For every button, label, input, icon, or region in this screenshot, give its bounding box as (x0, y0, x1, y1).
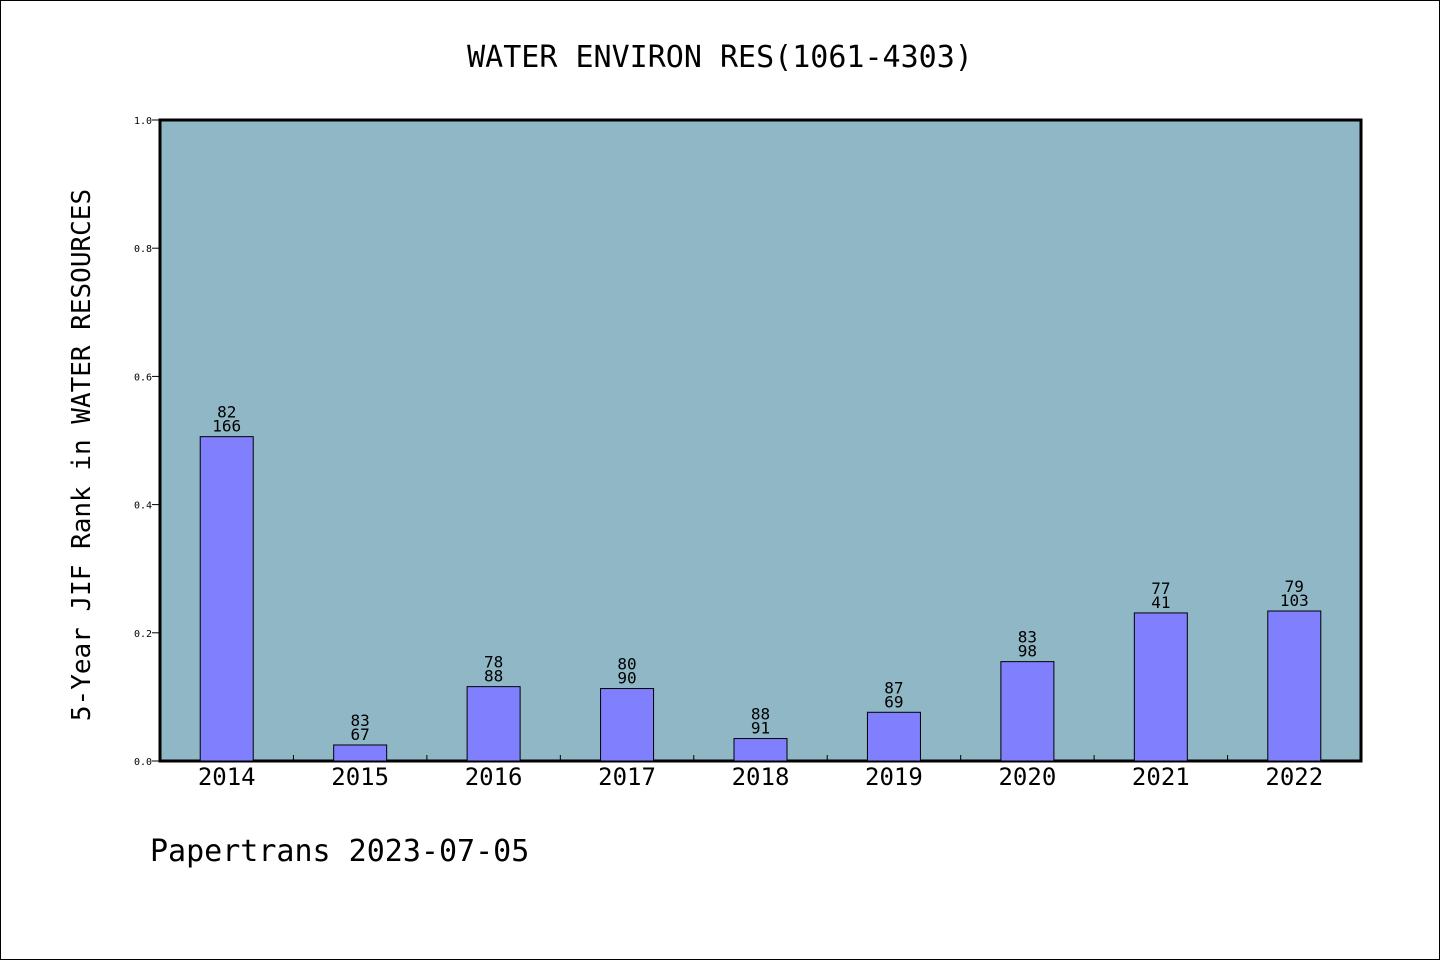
y-axis-ticks: 0.0 0.2 0.4 0.6 0.8 1.0 (134, 116, 160, 768)
bar-label-bottom: 41 (1151, 593, 1170, 612)
bar-label-top: 83 (1018, 628, 1037, 647)
bar-2018 (733, 738, 788, 762)
bar-2017 (600, 688, 655, 762)
x-tick-label: 2020 (998, 763, 1056, 791)
bar-label-bottom: 69 (884, 692, 903, 711)
bars (199, 436, 1322, 762)
bar-2020 (1000, 661, 1055, 762)
y-tick-label: 0.0 (134, 757, 152, 768)
bar-label-top: 78 (484, 653, 503, 672)
bar-label-top: 80 (617, 655, 636, 674)
x-tick-label: 2014 (198, 763, 256, 791)
x-tick-label: 2019 (865, 763, 923, 791)
bar-label-top: 87 (884, 678, 903, 697)
x-tick-label: 2016 (465, 763, 523, 791)
footer-text: Papertrans 2023-07-05 (150, 834, 530, 869)
bar-label-bottom: 91 (751, 719, 770, 738)
bar-label-bottom: 90 (617, 669, 636, 688)
bar-label-top: 88 (751, 705, 770, 724)
bar-label-top: 79 (1285, 577, 1304, 596)
x-tick-label: 2022 (1265, 763, 1323, 791)
bar-2015 (333, 744, 388, 762)
x-tick-label: 2021 (1132, 763, 1190, 791)
y-tick-label: 0.8 (134, 244, 152, 255)
x-tick-label: 2017 (598, 763, 656, 791)
y-axis-label: 5-Year JIF Rank in WATER RESOURCES (67, 189, 97, 721)
y-tick-label: 0.6 (134, 372, 152, 383)
bar-label-bottom: 67 (351, 725, 370, 744)
bar-2021 (1133, 612, 1188, 762)
bar-2014 (199, 436, 254, 762)
bar-2019 (866, 711, 921, 762)
bar-label-top: 83 (351, 711, 370, 730)
bar-label-bottom: 98 (1018, 642, 1037, 661)
bar-2016 (466, 686, 521, 762)
y-tick-label: 0.2 (134, 629, 152, 640)
bar-label-bottom: 88 (484, 667, 503, 686)
x-tick-label: 2018 (732, 763, 790, 791)
bar-2022 (1267, 610, 1322, 762)
bar-label-top: 82 (217, 403, 236, 422)
x-axis-ticks: 2014 2015 2016 2017 2018 2019 2020 2021 2022 (198, 755, 1323, 791)
bar-label-bottom: 166 (212, 417, 241, 436)
x-tick-label: 2015 (331, 763, 389, 791)
y-tick-label: 1.0 (134, 116, 152, 127)
bar-label-bottom: 103 (1280, 591, 1309, 610)
bar-label-top: 77 (1151, 579, 1170, 598)
y-tick-label: 0.4 (134, 501, 152, 512)
chart-title: WATER ENVIRON RES(1061-4303) (467, 40, 973, 75)
